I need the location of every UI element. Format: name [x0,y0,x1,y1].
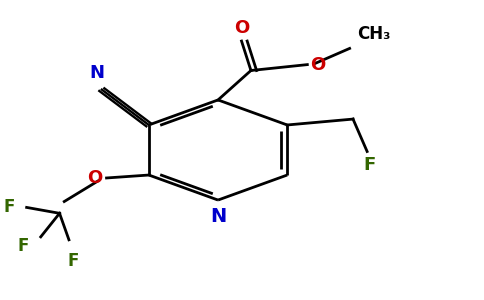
Text: N: N [90,64,105,82]
Text: O: O [88,169,103,187]
Text: O: O [234,19,249,37]
Text: F: F [17,237,29,255]
Text: CH₃: CH₃ [357,25,390,43]
Text: F: F [363,156,376,174]
Text: O: O [310,56,325,74]
Text: F: F [3,198,15,216]
Text: N: N [210,207,226,226]
Text: F: F [68,252,79,270]
